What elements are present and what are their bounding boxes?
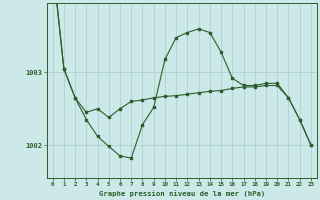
X-axis label: Graphe pression niveau de la mer (hPa): Graphe pression niveau de la mer (hPa)	[99, 190, 265, 197]
Text: 1004: 1004	[30, 9, 47, 15]
